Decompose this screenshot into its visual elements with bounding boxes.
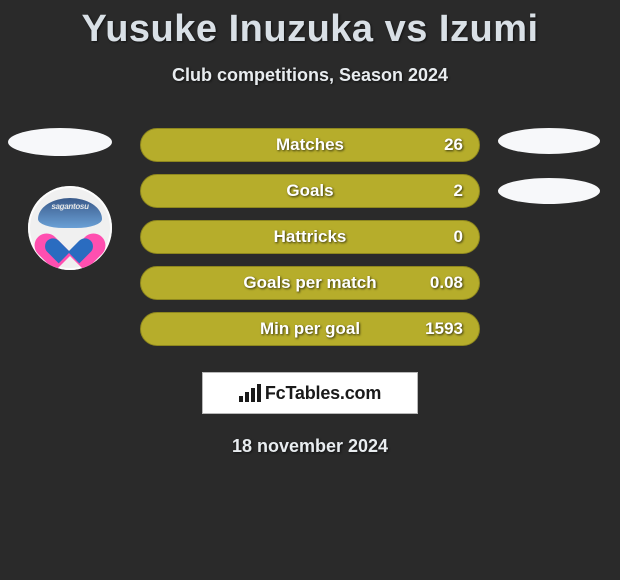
stat-value: 26 (444, 135, 463, 155)
stat-bar-min-per-goal: Min per goal 1593 (140, 312, 480, 346)
stat-row: Goals 2 (0, 174, 620, 220)
stat-bar-goals-per-match: Goals per match 0.08 (140, 266, 480, 300)
stat-label: Min per goal (260, 319, 360, 339)
page-title: Yusuke Inuzuka vs Izumi (0, 0, 620, 51)
stat-label: Hattricks (274, 227, 347, 247)
stat-label: Goals per match (243, 273, 376, 293)
stat-value: 1593 (425, 319, 463, 339)
stat-label: Matches (276, 135, 344, 155)
stat-label: Goals (286, 181, 333, 201)
bar-chart-icon (239, 384, 261, 402)
comparison-panel: sagantosu Matches 26 Goals 2 Hattricks 0 (0, 128, 620, 457)
stats-bars: Matches 26 Goals 2 Hattricks 0 Goals per… (0, 128, 620, 358)
stat-row: Goals per match 0.08 (0, 266, 620, 312)
date-line: 18 november 2024 (0, 436, 620, 457)
stat-value: 0.08 (430, 273, 463, 293)
stat-value: 2 (454, 181, 463, 201)
page-subtitle: Club competitions, Season 2024 (0, 65, 620, 86)
stat-bar-goals: Goals 2 (140, 174, 480, 208)
stat-bar-matches: Matches 26 (140, 128, 480, 162)
stat-bar-hattricks: Hattricks 0 (140, 220, 480, 254)
stat-row: Min per goal 1593 (0, 312, 620, 358)
attribution-text: FcTables.com (265, 383, 381, 404)
stat-row: Matches 26 (0, 128, 620, 174)
stat-row: Hattricks 0 (0, 220, 620, 266)
stat-value: 0 (454, 227, 463, 247)
attribution-box: FcTables.com (202, 372, 418, 414)
